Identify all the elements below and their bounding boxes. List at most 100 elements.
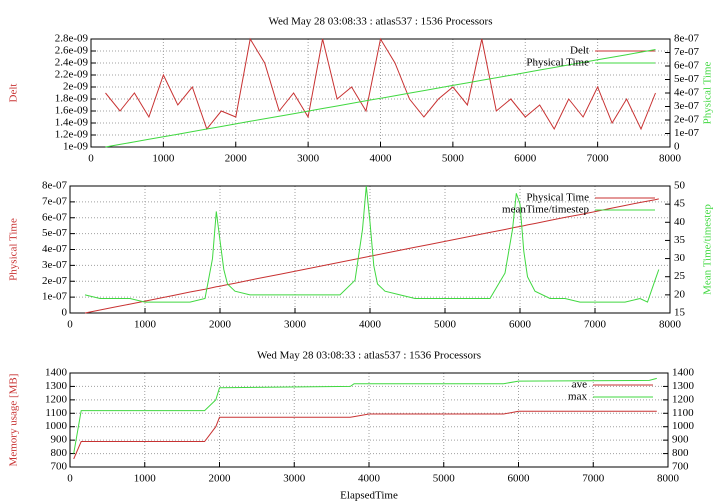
y-tick-label: 1400 [45,367,68,379]
series-line [105,49,656,148]
series-line [105,37,656,131]
x-tick-label: 2000 [225,153,248,165]
y-tick-label: 2.6e-09 [55,45,89,57]
x-tick-label: 7000 [584,319,607,331]
y-tick-label: 7e-07 [42,195,68,207]
y-tick-label: 1100 [45,407,67,419]
y-axis-label: Physical Time [8,218,20,281]
y-tick-label: 4e-07 [42,243,68,255]
y2-tick-label: 1100 [672,407,694,419]
y-tick-label: 1.2e-09 [55,129,89,141]
x-tick-label: 3000 [283,473,306,485]
y2-tick-label: 25 [674,270,686,282]
y2-tick-label: 20 [674,288,686,300]
legend-label: Delt [570,45,589,57]
y-tick-label: 700 [51,461,68,473]
legend-label: ave [572,379,587,391]
y2-axis-label: Mean Time/timestep [702,204,714,295]
x-tick-label: 5000 [433,473,456,485]
y2-tick-label: 2e-07 [674,114,700,126]
y-tick-label: 1e-07 [42,291,68,303]
x-tick-label: 6000 [508,473,531,485]
y2-tick-label: 700 [672,461,689,473]
y-tick-label: 2.4e-09 [55,57,89,69]
y2-tick-label: 50 [674,180,686,192]
y2-tick-label: 15 [674,307,686,319]
y2-tick-label: 40 [674,216,686,228]
chart-title: Wed May 28 03:08:33 : atlas537 : 1536 Pr… [269,16,493,28]
y2-tick-label: 1e-07 [674,127,700,139]
chart-title: Wed May 28 03:08:33 : atlas537 : 1536 Pr… [257,350,481,362]
y2-tick-label: 0 [674,141,680,153]
x-tick-label: 7000 [587,153,610,165]
y-tick-label: 2e-07 [42,275,68,287]
x-axis-label: ElapsedTime [340,490,398,502]
y2-tick-label: 1200 [672,393,695,405]
legend-label: Physical Time [526,57,589,69]
y2-tick-label: 800 [672,447,689,459]
x-tick-label: 4000 [358,473,381,485]
x-tick-label: 8000 [659,153,682,165]
x-tick-label: 2000 [209,473,232,485]
x-tick-label: 6000 [509,319,532,331]
y-tick-label: 1300 [45,380,68,392]
y2-tick-label: 900 [672,434,689,446]
x-tick-label: 3000 [297,153,320,165]
y2-tick-label: 5e-07 [674,73,700,85]
legend-label: Physical Time [526,192,589,204]
series-line [73,377,657,454]
x-tick-label: 4000 [359,319,382,331]
y-tick-label: 3e-07 [42,259,68,271]
series-line [84,198,659,314]
x-tick-label: 0 [67,319,73,331]
legend-label: max [568,391,587,403]
y-tick-label: 2.2e-09 [55,69,89,81]
x-tick-label: 6000 [514,153,537,165]
y-tick-label: 5e-07 [42,227,68,239]
y2-axis-label: Physical Time [702,62,714,125]
plot-frame [69,372,669,468]
x-tick-label: 4000 [370,153,393,165]
x-tick-label: 1000 [134,319,157,331]
y2-tick-label: 3e-07 [674,100,700,112]
x-tick-label: 1000 [134,473,157,485]
y-tick-label: 800 [51,447,68,459]
y-tick-label: 2.8e-09 [55,33,89,45]
y2-tick-label: 1300 [672,380,695,392]
series-line [73,410,657,460]
y2-tick-label: 35 [674,234,686,246]
x-tick-label: 0 [88,153,94,165]
y2-tick-label: 1000 [672,420,695,432]
y-tick-label: 900 [51,434,68,446]
y-tick-label: 0 [62,307,68,319]
x-tick-label: 3000 [284,319,307,331]
x-tick-label: 8000 [659,319,682,331]
y2-tick-label: 6e-07 [674,60,700,72]
y-axis-label: Memory usage [MB] [8,374,20,467]
y-tick-label: 1.8e-09 [55,93,89,105]
x-tick-label: 0 [67,473,73,485]
y-tick-label: 2e-09 [63,81,89,93]
y-tick-label: 1200 [45,393,68,405]
x-tick-label: 1000 [152,153,175,165]
y2-tick-label: 30 [674,252,686,264]
y-tick-label: 1e-09 [63,141,89,153]
x-tick-label: 5000 [442,153,465,165]
y2-tick-label: 45 [674,198,686,210]
x-tick-label: 5000 [434,319,457,331]
y2-tick-label: 8e-07 [674,33,700,45]
legend-label: meanTime/timestep [502,204,589,216]
y2-tick-label: 7e-07 [674,46,700,58]
y-tick-label: 1.4e-09 [55,117,89,129]
y-tick-label: 1.6e-09 [55,105,89,117]
x-tick-label: 2000 [209,319,232,331]
y-tick-label: 8e-07 [42,180,68,192]
y2-tick-label: 4e-07 [674,87,700,99]
plot-frame [69,185,671,314]
series-line [84,185,660,303]
y-tick-label: 6e-07 [42,211,68,223]
y-tick-label: 1000 [45,420,68,432]
x-tick-label: 7000 [582,473,605,485]
y-axis-label: Delt [8,84,20,103]
